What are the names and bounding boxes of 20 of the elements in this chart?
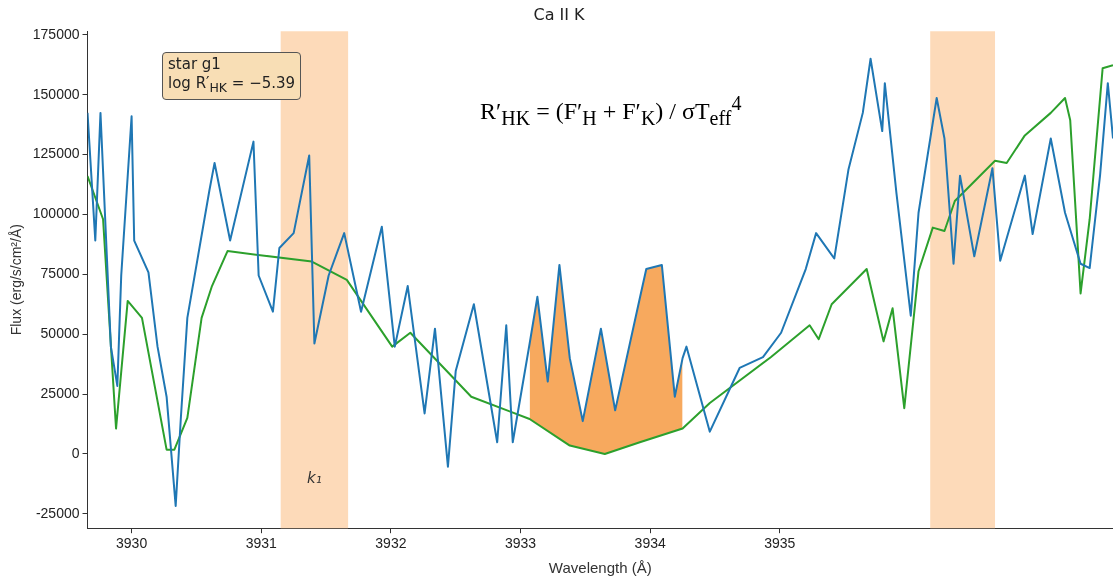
band-label: k₁	[307, 469, 322, 488]
y-tick-label: 125000	[32, 145, 80, 162]
x-tick-label: 3935	[764, 535, 796, 552]
y-tick-label: 75000	[40, 265, 80, 282]
y-tick-label: 150000	[32, 85, 80, 102]
y-tick-label: -25000	[35, 504, 80, 521]
x-tick-label: 3931	[245, 535, 278, 552]
y-tick-label: 175000	[32, 25, 80, 42]
x-tick-label: 3934	[634, 535, 666, 552]
x-axis-title: Wavelength (Å)	[548, 559, 652, 577]
x-tick-label: 3932	[375, 535, 407, 552]
chart-title: Ca II K	[533, 4, 586, 24]
y-tick-label: 25000	[40, 384, 80, 401]
y-tick-label: 100000	[32, 205, 80, 222]
annotation: star g1 log R′$_{HK}$ = −5.39	[162, 52, 302, 100]
y-tick-label: 0	[71, 444, 80, 461]
y-tick-label: 50000	[40, 325, 80, 342]
x-tick-label: 3930	[116, 535, 148, 552]
y-axis-title: Flux (erg/s/cm²/Å)	[8, 224, 25, 336]
x-tick-label: 3933	[504, 535, 537, 552]
